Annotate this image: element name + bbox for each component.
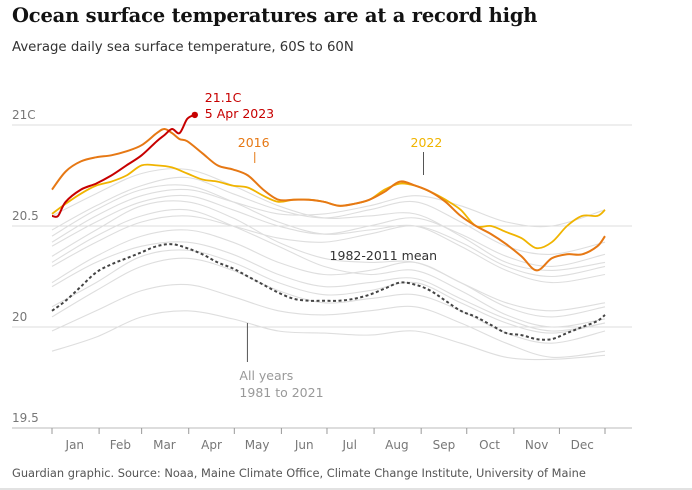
chart-subtitle: Average daily sea surface temperature, 6… xyxy=(12,40,354,55)
x-tick-label-dec: Dec xyxy=(571,438,594,452)
label-all-years-1: All years xyxy=(239,368,293,383)
record-label-date: 5 Apr 2023 xyxy=(205,106,274,121)
background-year-line xyxy=(51,188,606,243)
x-tick-label-feb: Feb xyxy=(110,438,131,452)
source-note: Guardian graphic. Source: Noaa, Maine Cl… xyxy=(12,466,586,480)
x-tick-label-jan: Jan xyxy=(65,438,85,452)
y-tick-label: 20 xyxy=(12,310,27,324)
series-line-2016 xyxy=(51,128,606,272)
x-tick-label-jun: Jun xyxy=(294,438,314,452)
label-all-years-2: 1981 to 2021 xyxy=(239,385,323,400)
background-year-line xyxy=(51,310,606,361)
background-year-line xyxy=(51,283,606,359)
label-2016: 2016 xyxy=(238,135,270,150)
background-year-line xyxy=(51,208,606,328)
background-year-line xyxy=(51,168,606,271)
y-tick-label: 21C xyxy=(12,108,36,122)
x-tick-label-oct: Oct xyxy=(479,438,500,452)
record-label-value: 21.1C xyxy=(205,90,242,105)
label-2022: 2022 xyxy=(411,135,443,150)
background-year-line xyxy=(51,200,606,318)
bottom-divider xyxy=(0,488,692,490)
chart-title: Ocean surface temperatures are at a reco… xyxy=(12,4,538,27)
background-year-line xyxy=(51,215,606,278)
series-line-1982-2011-mean xyxy=(51,243,606,341)
background-year-line xyxy=(51,176,606,255)
background-year-line xyxy=(51,229,606,312)
x-tick-label-mar: Mar xyxy=(153,438,176,452)
y-tick-label: 20.5 xyxy=(12,209,39,223)
label-mean: 1982-2011 mean xyxy=(330,248,438,263)
x-tick-label-nov: Nov xyxy=(525,438,548,452)
x-tick-label-apr: Apr xyxy=(201,438,222,452)
y-tick-label: 19.5 xyxy=(12,411,39,425)
x-tick-label-jul: Jul xyxy=(342,438,357,452)
background-year-line xyxy=(51,249,606,334)
series-line-2023 xyxy=(51,113,196,218)
background-year-line xyxy=(51,194,606,267)
background-year-line xyxy=(51,241,606,332)
x-tick-label-may: May xyxy=(245,438,270,452)
series-line-2022 xyxy=(51,163,606,250)
x-tick-label-sep: Sep xyxy=(433,438,456,452)
record-point xyxy=(191,111,199,119)
x-tick-label-aug: Aug xyxy=(385,438,408,452)
